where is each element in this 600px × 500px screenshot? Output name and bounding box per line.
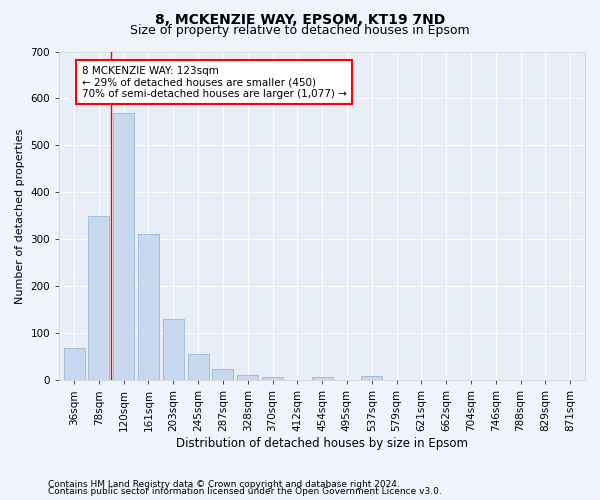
Bar <box>88 216 109 380</box>
Bar <box>113 112 134 380</box>
Bar <box>163 319 184 380</box>
Text: Contains HM Land Registry data © Crown copyright and database right 2024.: Contains HM Land Registry data © Crown c… <box>48 480 400 489</box>
Bar <box>64 348 85 380</box>
Text: 8, MCKENZIE WAY, EPSOM, KT19 7ND: 8, MCKENZIE WAY, EPSOM, KT19 7ND <box>155 12 445 26</box>
Bar <box>188 354 209 380</box>
Bar <box>361 376 382 380</box>
Text: Size of property relative to detached houses in Epsom: Size of property relative to detached ho… <box>130 24 470 37</box>
Bar <box>138 234 159 380</box>
Text: Contains public sector information licensed under the Open Government Licence v3: Contains public sector information licen… <box>48 487 442 496</box>
Bar <box>311 378 332 380</box>
Text: 8 MCKENZIE WAY: 123sqm
← 29% of detached houses are smaller (450)
70% of semi-de: 8 MCKENZIE WAY: 123sqm ← 29% of detached… <box>82 66 346 99</box>
Y-axis label: Number of detached properties: Number of detached properties <box>15 128 25 304</box>
Bar <box>262 378 283 380</box>
Bar <box>237 374 258 380</box>
X-axis label: Distribution of detached houses by size in Epsom: Distribution of detached houses by size … <box>176 437 468 450</box>
Bar <box>212 369 233 380</box>
